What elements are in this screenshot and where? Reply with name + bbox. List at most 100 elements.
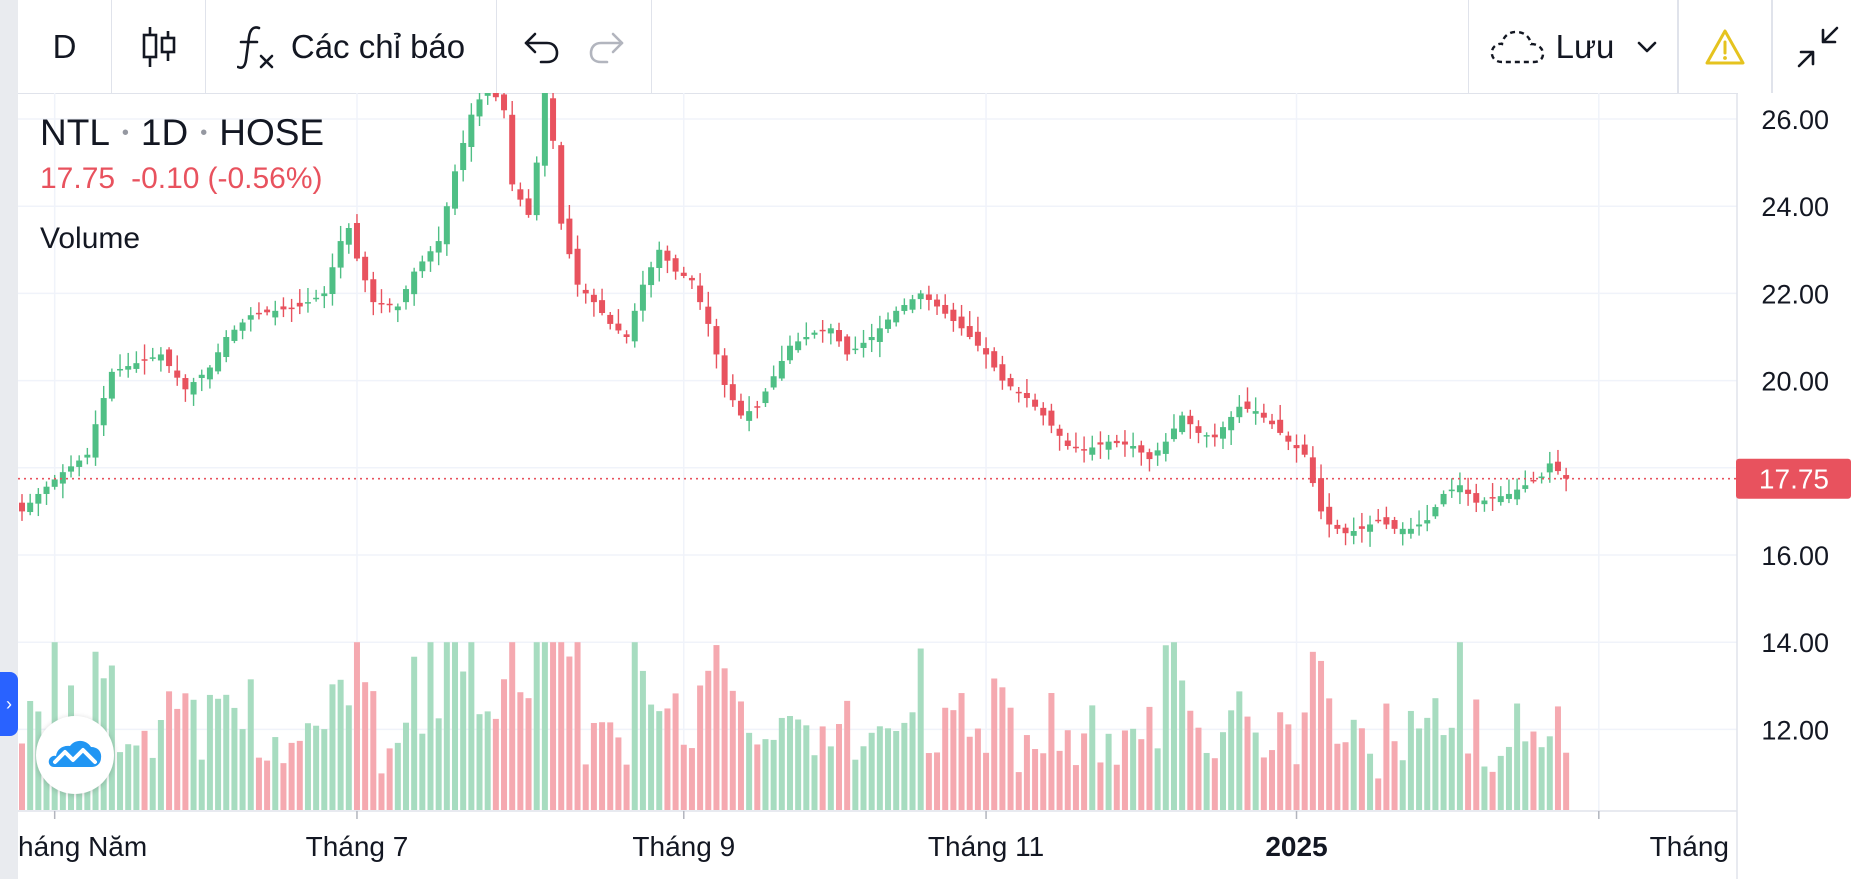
undo-icon[interactable] <box>521 29 561 65</box>
candle-body <box>51 479 58 487</box>
warning-icon <box>1705 29 1745 64</box>
candle-body <box>468 114 475 147</box>
volume-bar <box>157 720 164 810</box>
volume-bar <box>631 642 638 810</box>
indicators-label: Các chỉ báo <box>290 27 466 65</box>
volume-bar <box>223 694 230 810</box>
interval-button[interactable]: D <box>18 0 112 93</box>
volume-bar <box>378 773 385 810</box>
volume-bar <box>337 679 344 810</box>
top-toolbar: D Các chỉ báo Lưu <box>18 0 1863 94</box>
candle-body <box>1121 441 1128 445</box>
volume-bar <box>1456 642 1463 810</box>
candle-body <box>1448 489 1455 492</box>
volume-bar <box>868 732 875 810</box>
volume-bar <box>231 707 238 810</box>
candle-body <box>1170 428 1177 440</box>
volume-bar <box>166 691 173 810</box>
tradingview-logo[interactable] <box>36 716 114 794</box>
candle-body <box>860 342 867 348</box>
volume-bar <box>1007 707 1014 810</box>
volume-bar <box>206 694 213 810</box>
candle-body <box>386 303 393 306</box>
candle-body <box>1318 478 1325 512</box>
candle-body <box>353 222 360 259</box>
candle-body <box>1505 493 1512 499</box>
warning-button[interactable] <box>1678 0 1772 93</box>
candle-body <box>157 354 164 361</box>
candle-body <box>893 310 900 323</box>
candle-body <box>100 398 107 426</box>
candle-body <box>1456 485 1463 493</box>
volume-bar <box>885 728 892 810</box>
volume-bar <box>1285 724 1292 810</box>
collapse-button[interactable] <box>1772 0 1863 93</box>
candle-body <box>1416 524 1423 527</box>
side-panel-toggle[interactable]: › <box>0 672 18 736</box>
volume-bar <box>1538 747 1545 810</box>
volume-bar <box>215 698 222 810</box>
candle-body <box>1048 410 1055 426</box>
volume-bar <box>272 737 279 810</box>
volume-bar <box>1179 680 1186 810</box>
candle-body <box>321 293 328 297</box>
candle-body <box>1399 528 1406 535</box>
volume-bar <box>1522 741 1529 810</box>
candle-body <box>885 319 892 329</box>
legend-volume[interactable]: Volume <box>40 222 141 255</box>
candle-body <box>950 309 957 322</box>
chart-type-button[interactable] <box>112 0 206 93</box>
volume-bar <box>819 726 826 810</box>
candle-body <box>313 297 320 300</box>
volume-bar <box>786 716 793 810</box>
volume-bar <box>934 752 941 810</box>
candle-body <box>501 94 508 111</box>
candle-body <box>942 304 949 314</box>
volume-bar <box>345 705 352 810</box>
legend-change-pct: (-0.56%) <box>207 162 323 195</box>
volume-bar <box>566 656 573 810</box>
candle-body <box>1187 415 1194 425</box>
candle-body <box>991 351 998 368</box>
volume-bar <box>329 684 336 810</box>
volume-bar <box>1121 730 1128 810</box>
candle-body <box>378 303 385 305</box>
volume-bar <box>876 726 883 810</box>
indicators-button[interactable]: Các chỉ báo <box>206 0 497 93</box>
volume-bar <box>607 722 614 810</box>
volume-bars <box>19 642 1570 810</box>
legend-separator: • <box>121 121 129 144</box>
candle-body <box>852 348 859 351</box>
candle-body <box>737 400 744 416</box>
candle-body <box>1391 520 1398 529</box>
candle-body <box>770 376 777 388</box>
candle-body <box>1465 489 1472 494</box>
save-button[interactable]: Lưu <box>1468 0 1678 93</box>
legend-symbol[interactable]: NTL <box>40 112 110 153</box>
candle-body <box>427 251 434 262</box>
volume-bar <box>1481 766 1488 810</box>
volume-bar <box>991 678 998 810</box>
volume-bar <box>623 764 630 810</box>
candle-body <box>623 334 630 337</box>
candle-body <box>443 206 450 245</box>
candle-body <box>1563 475 1570 479</box>
chevron-down-icon[interactable] <box>1636 39 1658 55</box>
candle-body <box>1481 500 1488 505</box>
candle-body <box>1530 479 1537 482</box>
candle-body <box>1023 392 1030 399</box>
volume-bar <box>582 764 589 810</box>
candle-body <box>1154 450 1161 456</box>
volume-bar <box>1546 736 1553 810</box>
candle-body <box>925 294 932 300</box>
chart-legend: NTL • 1D • HOSE 17.75 -0.10 (-0.56%) Vol… <box>40 112 324 256</box>
chevron-right-icon: › <box>6 693 12 714</box>
candle-body <box>288 307 295 310</box>
volume-bar <box>1277 712 1284 810</box>
volume-bar <box>370 691 377 810</box>
volume-bar <box>1563 752 1570 810</box>
last-price-badge: 17.75 <box>1736 458 1851 499</box>
redo-icon[interactable] <box>587 29 627 65</box>
volume-bar <box>19 743 25 810</box>
candle-body <box>1424 520 1431 524</box>
